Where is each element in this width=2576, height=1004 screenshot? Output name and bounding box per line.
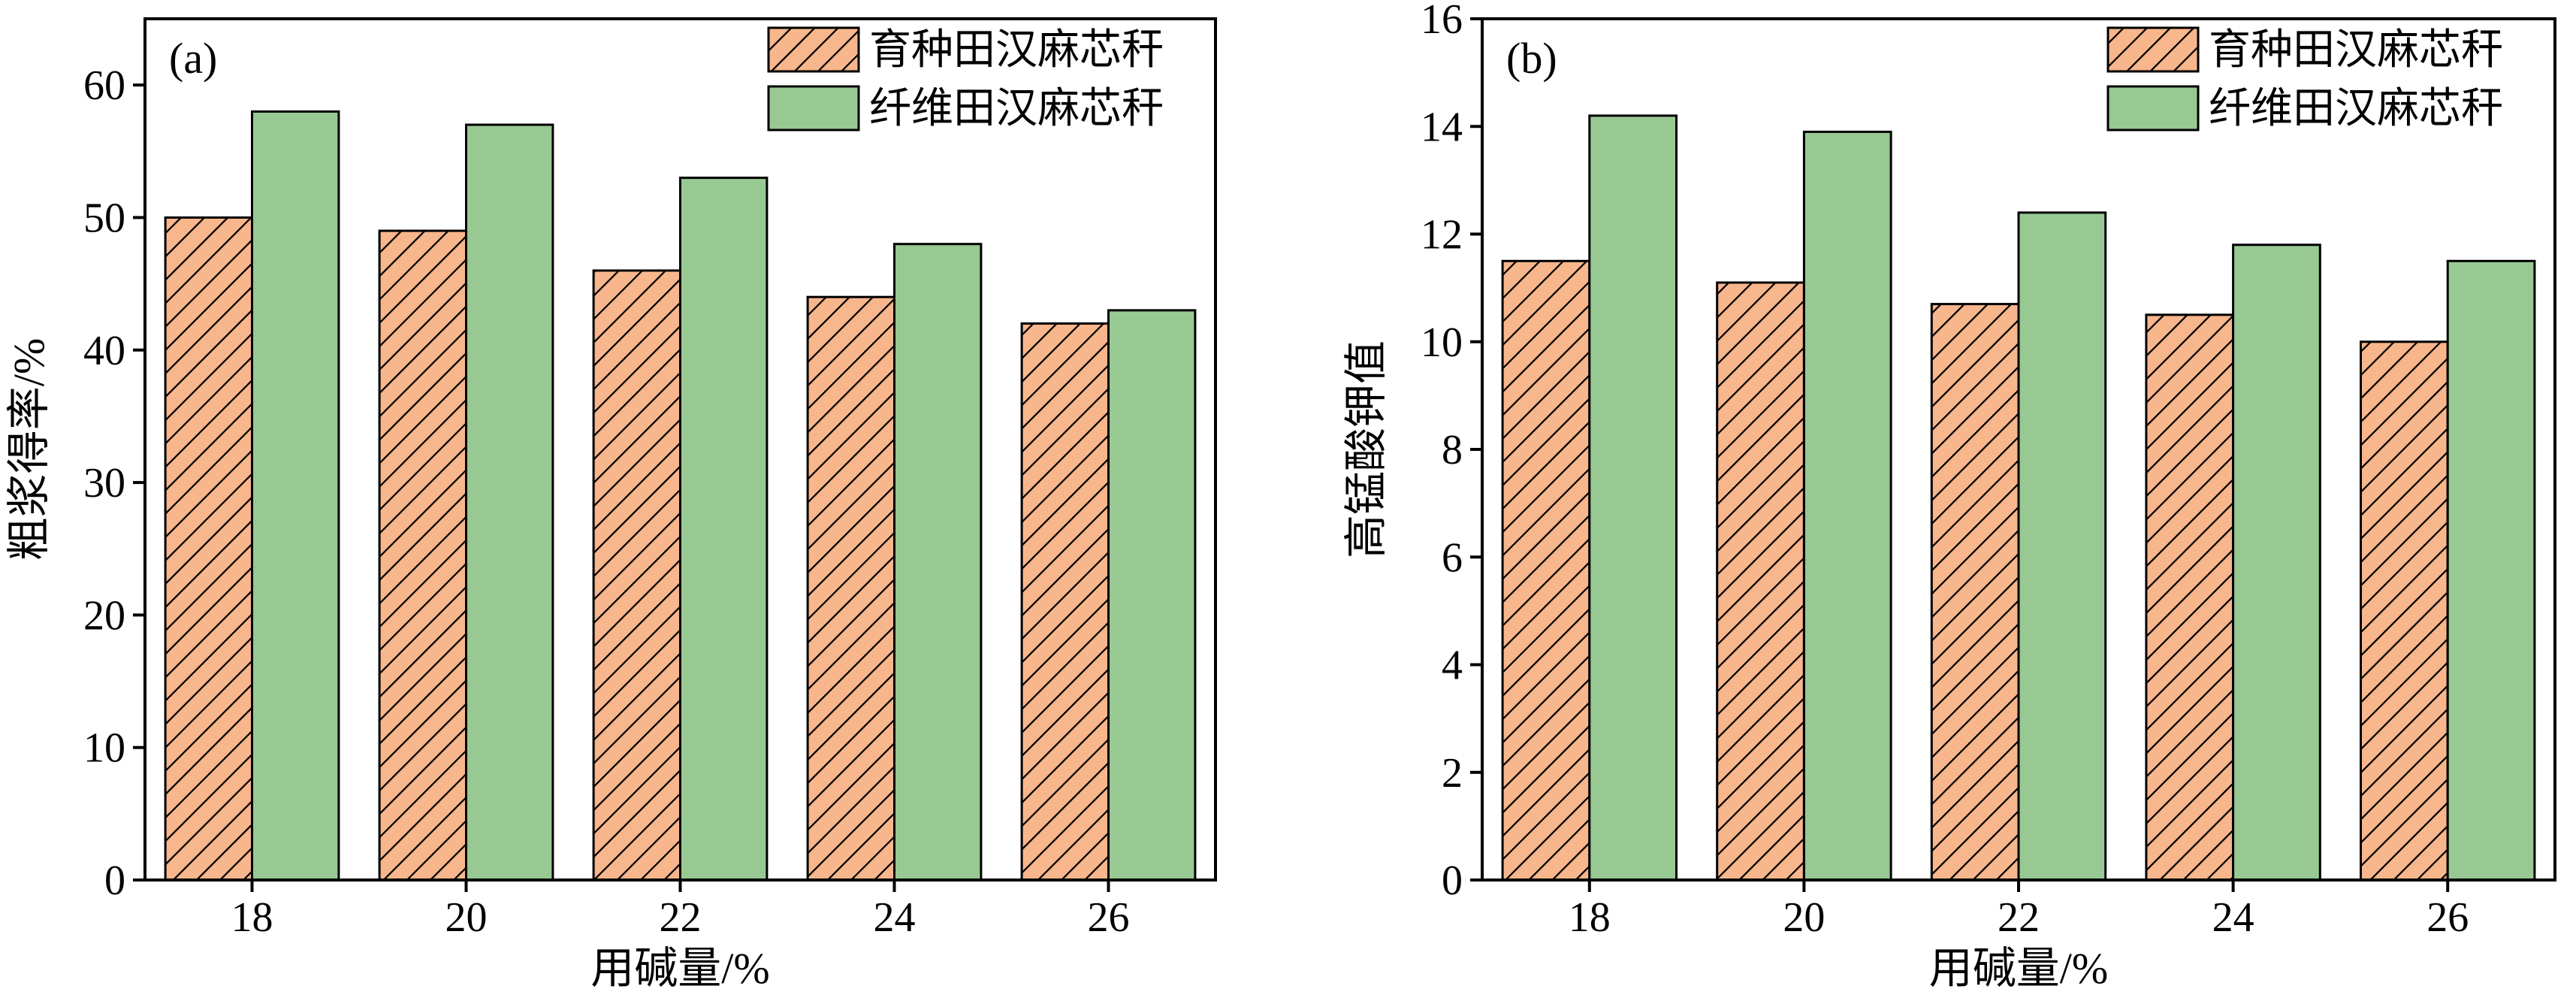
- bar-fiber-20: [1802, 130, 1892, 882]
- bar-fiber-26: [2446, 259, 2536, 882]
- x-tick-label: 24: [874, 894, 916, 941]
- legend-swatch-breeding: [2106, 26, 2200, 73]
- bar-fiber-20: [465, 123, 554, 882]
- bar-fiber-18: [1588, 114, 1678, 882]
- chart-panel-a: 0 10 20 30 40 50 60 18 20 22 24 26 用碱量/% 粗浆得率/% (a) 育种田…: [5, 17, 1217, 993]
- bar-fiber-22: [679, 177, 769, 882]
- y-tick-label: 40: [83, 328, 125, 374]
- x-tick-label: 20: [1783, 894, 1825, 941]
- legend-label-breeding: 育种田汉麻芯秆: [869, 27, 1164, 74]
- panel-label: (b): [1506, 34, 1557, 83]
- y-tick-label: 12: [1421, 212, 1463, 259]
- panel-label: (a): [169, 34, 217, 83]
- x-tick-label: 22: [1998, 894, 2040, 941]
- bar-fiber-26: [1107, 309, 1197, 882]
- x-tick-label: 24: [2212, 894, 2254, 941]
- y-tick-label: 2: [1442, 750, 1463, 797]
- legend-swatch-fiber: [2106, 85, 2200, 132]
- y-tick-label: 16: [1421, 0, 1463, 43]
- bar-breeding-26: [2360, 340, 2449, 882]
- x-tick-label: 26: [2427, 894, 2469, 941]
- y-tick-label: 0: [1442, 857, 1463, 904]
- bar-fiber-24: [2232, 243, 2321, 882]
- x-tick-label: 26: [1088, 894, 1130, 941]
- y-tick-label: 6: [1442, 534, 1463, 581]
- bar-breeding-22: [592, 269, 681, 882]
- bar-breeding-18: [164, 216, 254, 882]
- legend-swatch-breeding: [767, 26, 860, 73]
- x-axis-title: 用碱量/%: [590, 944, 769, 993]
- y-tick-label: 4: [1442, 643, 1463, 689]
- x-tick-label: 20: [445, 894, 488, 941]
- x-tick-label: 22: [660, 894, 702, 941]
- bar-fiber-22: [2017, 211, 2107, 882]
- bar-breeding-24: [806, 295, 895, 882]
- x-axis-title: 用碱量/%: [1929, 944, 2108, 993]
- legend-label-fiber: 纤维田汉麻芯秆: [2209, 86, 2503, 132]
- legend-label-fiber: 纤维田汉麻芯秆: [869, 86, 1164, 132]
- legend-label-breeding: 育种田汉麻芯秆: [2209, 27, 2503, 74]
- bar-breeding-18: [1501, 259, 1591, 882]
- bar-breeding-20: [1716, 281, 1805, 882]
- y-tick-label: 30: [83, 460, 125, 507]
- legend-swatch-fiber: [767, 85, 860, 132]
- bar-breeding-20: [378, 229, 468, 882]
- bar-breeding-26: [1020, 322, 1110, 882]
- x-tick-label: 18: [1569, 894, 1611, 941]
- y-tick-label: 10: [1421, 319, 1463, 366]
- bar-breeding-22: [1930, 303, 2020, 882]
- bar-breeding-24: [2145, 313, 2235, 882]
- bar-fiber-18: [251, 110, 340, 882]
- y-tick-label: 20: [83, 592, 125, 639]
- y-tick-label: 14: [1421, 104, 1463, 150]
- y-tick-label: 0: [104, 857, 125, 904]
- y-tick-label: 8: [1442, 427, 1463, 473]
- y-axis-title: 粗浆得率/%: [5, 338, 53, 561]
- bar-fiber-24: [893, 243, 983, 882]
- x-tick-label: 18: [231, 894, 273, 941]
- y-tick-label: 50: [83, 195, 125, 241]
- y-tick-label: 10: [83, 725, 125, 772]
- y-axis-title: 高锰酸钾值: [1342, 340, 1391, 558]
- y-tick-label: 60: [83, 62, 125, 109]
